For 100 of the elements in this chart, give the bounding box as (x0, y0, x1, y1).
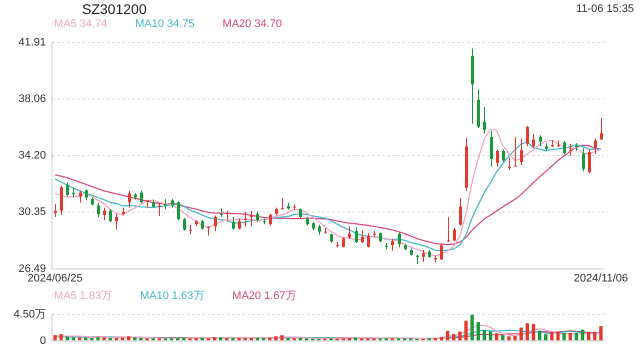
x-tick-label: 2024/06/25 (28, 272, 83, 284)
candlestick (447, 216, 450, 243)
bar (476, 322, 480, 340)
candlestick (520, 138, 523, 166)
bar (274, 336, 278, 340)
candlestick (483, 106, 486, 134)
candlestick (582, 147, 585, 172)
candlestick (269, 213, 272, 226)
text: MA20 34.70 (222, 18, 282, 32)
bar (446, 330, 450, 340)
bar (556, 332, 560, 340)
bar (218, 338, 222, 340)
candlestick (177, 200, 180, 221)
candlestick (226, 210, 229, 221)
bar (482, 330, 486, 340)
candlestick (60, 185, 63, 216)
candlestick (600, 118, 603, 141)
bar (78, 338, 82, 340)
candlestick (183, 217, 186, 232)
bar (574, 333, 578, 340)
candlestick (594, 138, 597, 155)
candlestick (115, 213, 118, 230)
bar (580, 330, 584, 340)
bar (120, 338, 124, 340)
candlestick (459, 198, 462, 226)
bar (102, 338, 106, 340)
y-tick-label: 26.49 (18, 262, 46, 275)
candlestick (348, 226, 351, 240)
candlestick (588, 148, 591, 174)
bar (440, 336, 444, 340)
bar (526, 323, 530, 340)
candlestick (496, 148, 499, 168)
bar (532, 324, 536, 340)
candlestick (256, 211, 259, 222)
candlestick (79, 190, 82, 204)
bar (520, 328, 523, 340)
candlestick (232, 216, 235, 230)
bar (507, 336, 511, 340)
candlestick (526, 125, 529, 147)
candlestick (97, 202, 100, 218)
bar (84, 338, 88, 340)
y-tick-label: 0 (40, 334, 46, 347)
text: MA5 34.74 (54, 18, 108, 32)
text: MA10 1.63万 (140, 289, 204, 302)
candlestick (207, 226, 210, 236)
candlestick (367, 232, 370, 248)
candlestick (391, 238, 394, 252)
bar (452, 334, 456, 340)
candlestick (189, 224, 192, 235)
bar (133, 338, 136, 340)
y-tick-label: 34.20 (18, 150, 46, 162)
candlestick (361, 230, 364, 244)
text: 11-06 15:35 (576, 3, 634, 15)
candlestick (569, 143, 572, 156)
bar (562, 333, 566, 340)
candlestick (140, 190, 143, 204)
candlestick (563, 140, 566, 155)
bar (513, 336, 517, 340)
candlestick (318, 224, 321, 236)
candlestick (539, 134, 542, 147)
text: MA10 34.75 (135, 18, 195, 32)
bar (568, 333, 572, 340)
candlestick (109, 208, 112, 223)
candlestick (355, 226, 358, 244)
candlestick (330, 233, 333, 244)
candlestick (281, 198, 284, 210)
y-tick-label: 4.50万 (14, 308, 46, 321)
candlestick (514, 136, 517, 168)
chart-title: SZ301200 (82, 1, 147, 17)
candlestick (440, 243, 443, 260)
bar (53, 335, 57, 340)
bar (126, 336, 130, 340)
x-tick-label: 2024/11/06 (574, 272, 628, 284)
y-tick-label: 38.06 (18, 93, 46, 106)
bar (458, 331, 462, 340)
candlestick (244, 211, 247, 227)
bar (182, 338, 186, 340)
candlestick (128, 190, 131, 208)
text: MA5 1.83万 (54, 289, 112, 302)
bar (494, 333, 498, 340)
bar (72, 338, 76, 340)
bar (544, 334, 548, 340)
candlestick (299, 208, 302, 219)
bar (66, 336, 70, 340)
bar (268, 338, 272, 340)
bar (354, 338, 358, 340)
candlestick (201, 220, 204, 230)
bar (464, 320, 468, 340)
candlestick (398, 232, 401, 248)
bar (550, 332, 554, 340)
y-tick-label: 30.35 (18, 206, 46, 218)
candlestick (103, 207, 106, 221)
candlestick (164, 198, 167, 210)
bar (470, 314, 474, 340)
candlestick (508, 156, 511, 170)
candlestick (214, 214, 217, 232)
candlestick (238, 218, 241, 230)
bar (96, 337, 100, 340)
bar (280, 335, 284, 340)
candlestick (416, 254, 419, 265)
